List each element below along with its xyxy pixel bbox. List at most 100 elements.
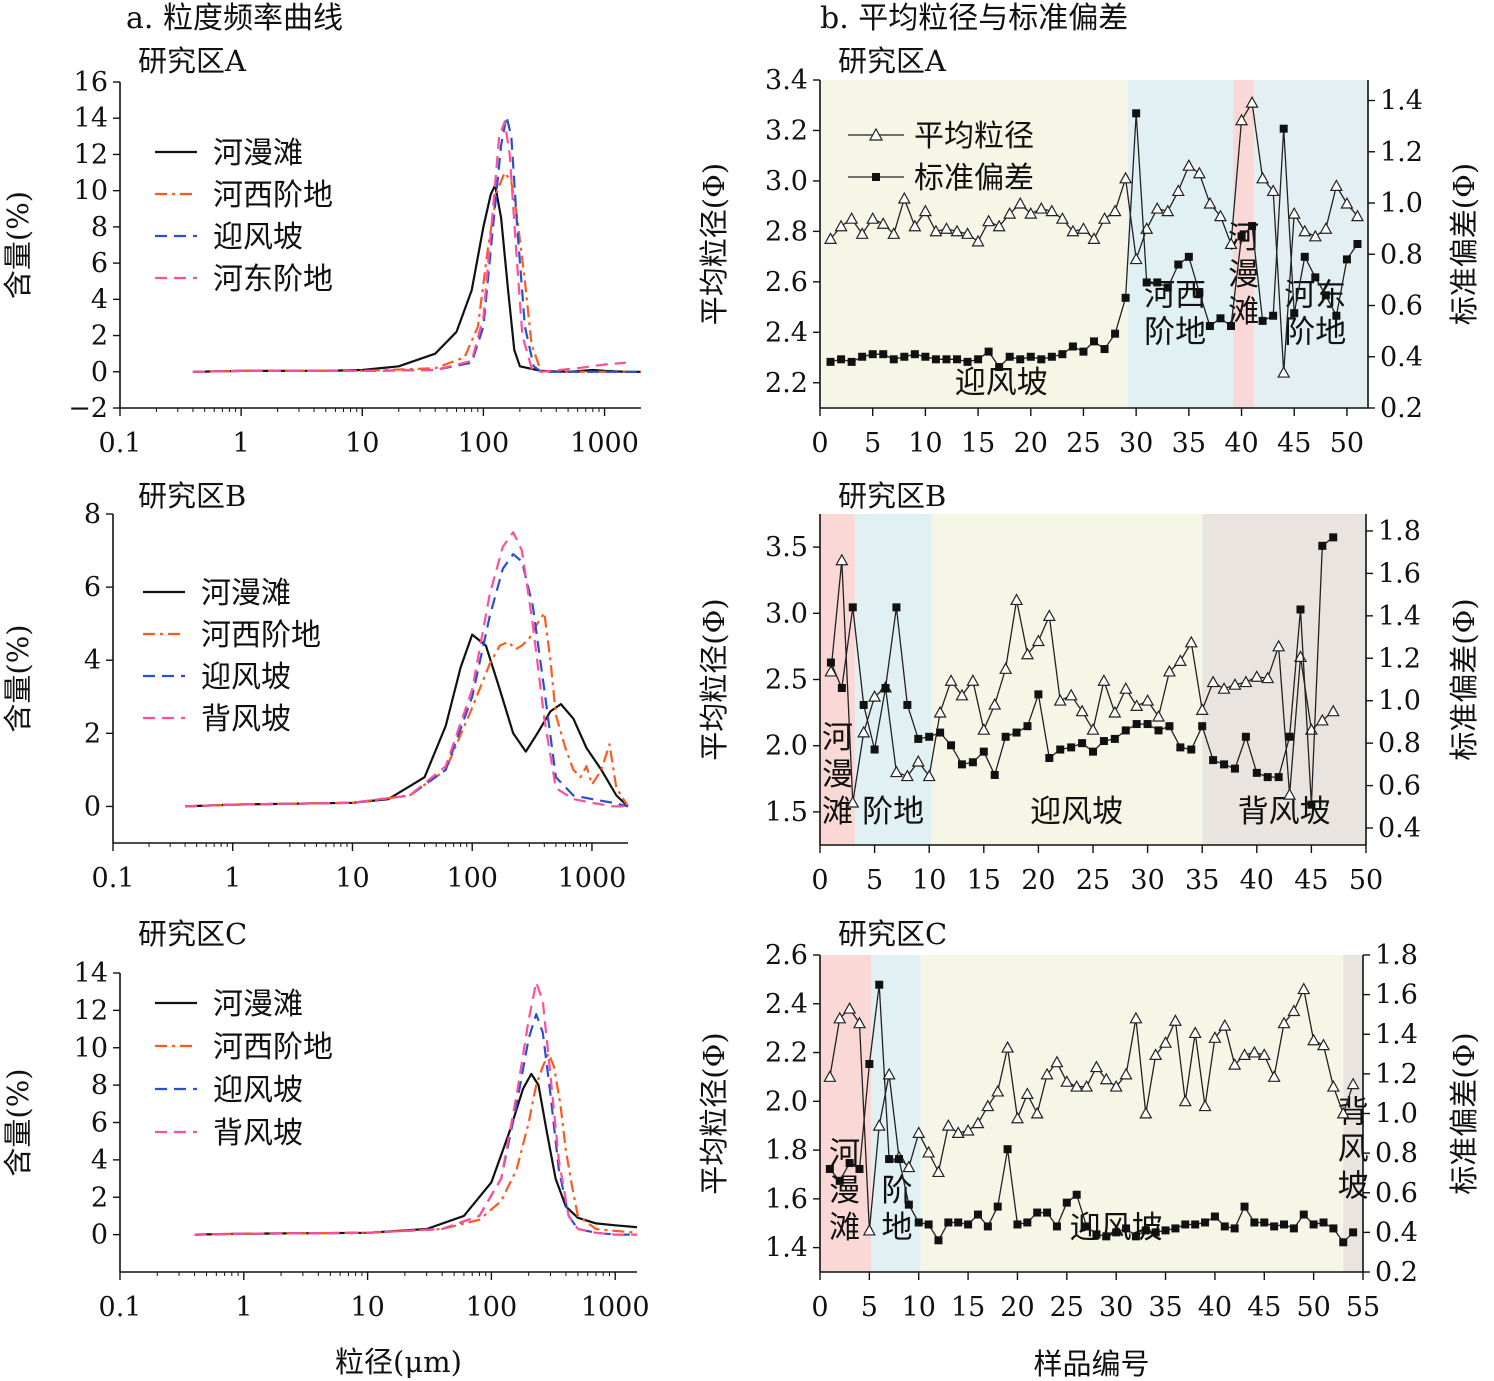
y-tick-label: 0 <box>91 357 108 388</box>
data-point <box>1307 1033 1321 1046</box>
y2-tick-label: 0.4 <box>1380 342 1423 373</box>
legend-marker <box>872 173 880 181</box>
y2-tick-label: 1.4 <box>1378 601 1421 632</box>
y-tick-label: 2 <box>84 718 101 749</box>
data-point <box>953 355 961 364</box>
data-point <box>1258 316 1267 325</box>
data-point <box>1042 609 1056 621</box>
data-point <box>1121 293 1130 302</box>
data-point <box>1300 252 1309 261</box>
data-point <box>1257 1048 1271 1060</box>
data-point <box>1290 309 1299 318</box>
data-point <box>1309 1220 1318 1229</box>
y-tick-label: 3.2 <box>765 115 808 146</box>
data-point <box>1250 1218 1259 1227</box>
y-tick-label: 14 <box>74 958 108 989</box>
data-point <box>968 758 977 767</box>
data-point <box>1171 1224 1180 1233</box>
data-point <box>971 1116 985 1129</box>
x-tick-label: 100 <box>466 1292 518 1323</box>
data-point <box>1154 726 1163 735</box>
zone-band <box>931 514 1203 845</box>
data-point <box>1173 654 1187 666</box>
data-point <box>1050 1055 1064 1068</box>
x-tick-label: 100 <box>446 863 498 894</box>
data-point <box>1168 1014 1182 1026</box>
legend-label: 迎风坡 <box>213 1073 303 1108</box>
series-line <box>194 1052 638 1236</box>
data-point <box>1342 255 1351 264</box>
data-point <box>922 1145 936 1158</box>
data-point <box>931 355 940 364</box>
y2-tick-label: 0.6 <box>1375 1178 1418 1209</box>
data-point <box>1240 1202 1249 1211</box>
x-tick-label: 25 <box>1050 1292 1084 1323</box>
x-tick-label: 30 <box>1099 1292 1133 1323</box>
legend-label: 河漫滩 <box>213 987 303 1022</box>
data-point <box>824 232 838 244</box>
data-point <box>1047 352 1056 361</box>
data-point <box>1260 1218 1269 1227</box>
data-point <box>1055 212 1069 224</box>
data-point <box>1033 1208 1042 1217</box>
data-point <box>834 219 848 232</box>
data-point <box>1141 693 1155 706</box>
y2-tick-label: 1.2 <box>1375 1059 1418 1090</box>
data-point <box>1086 723 1100 735</box>
zone-band <box>1343 955 1363 1272</box>
y2-tick-label: 1.2 <box>1380 137 1423 168</box>
x-tick-label: 25 <box>1076 865 1110 896</box>
data-point <box>914 1218 923 1227</box>
data-point <box>1237 232 1246 241</box>
data-point <box>922 769 936 782</box>
x-tick-label: 5 <box>866 865 883 896</box>
data-point <box>1153 278 1162 287</box>
data-point <box>870 745 879 754</box>
data-point <box>921 352 930 361</box>
data-point <box>866 212 880 224</box>
data-point <box>1100 345 1109 354</box>
legend-label: 迎风坡 <box>213 220 303 255</box>
x-tick-label: 1000 <box>570 428 639 459</box>
y2-tick-label: 1.4 <box>1375 1019 1418 1050</box>
data-point <box>859 700 868 709</box>
data-point <box>939 222 953 234</box>
data-point <box>902 1160 916 1173</box>
legend-marker <box>868 127 884 141</box>
data-point <box>1012 728 1021 737</box>
data-point <box>1108 705 1122 718</box>
data-point <box>1230 764 1239 773</box>
data-point <box>944 674 958 686</box>
x-tick-label: 50 <box>1296 1292 1330 1323</box>
chart-stats-c: 1.4 1.6 1.8 2.0 2.2 2.4 2.6 0.2 0.4 0.6 0.8 1.0 1.2 1… <box>697 917 1481 1381</box>
right-panel-title: b. 平均粒径与标准偏差 <box>820 1 1128 36</box>
data-point <box>852 1016 867 1029</box>
data-point <box>865 1059 874 1068</box>
data-point <box>936 728 945 737</box>
data-point <box>1112 1228 1121 1237</box>
y2-tick-label: 0.4 <box>1378 813 1421 844</box>
data-point <box>944 1218 953 1227</box>
data-point <box>1270 1222 1279 1231</box>
zone-label: 阶地 <box>1284 314 1346 350</box>
chart-freq-c: 研究区C 0 2 4 6 8 10 12 14 0.1 1 10 100 1000 含量(%) 粒径(μm) 河… <box>1 917 650 1379</box>
data-point <box>1336 1106 1350 1119</box>
y-tick-label: 1.6 <box>765 1184 808 1215</box>
data-point <box>993 1202 1002 1211</box>
left-panel-title: a. 粒度频率曲线 <box>126 1 343 36</box>
data-point <box>992 219 1006 232</box>
x-tick-label: 10 <box>912 865 946 896</box>
x-tick-label: 40 <box>1198 1292 1232 1323</box>
data-point <box>1350 209 1364 222</box>
data-point <box>1139 1106 1153 1119</box>
data-point <box>1252 768 1261 777</box>
data-point <box>1040 1067 1054 1080</box>
data-point <box>1287 206 1301 219</box>
zone-label: 坡 <box>1338 1169 1369 1205</box>
data-point <box>1353 240 1362 248</box>
zone-label: 地 <box>882 1210 913 1246</box>
data-point <box>929 224 943 237</box>
data-point <box>1143 720 1152 729</box>
data-point <box>857 725 871 738</box>
x-tick-label: 30 <box>1119 428 1153 459</box>
